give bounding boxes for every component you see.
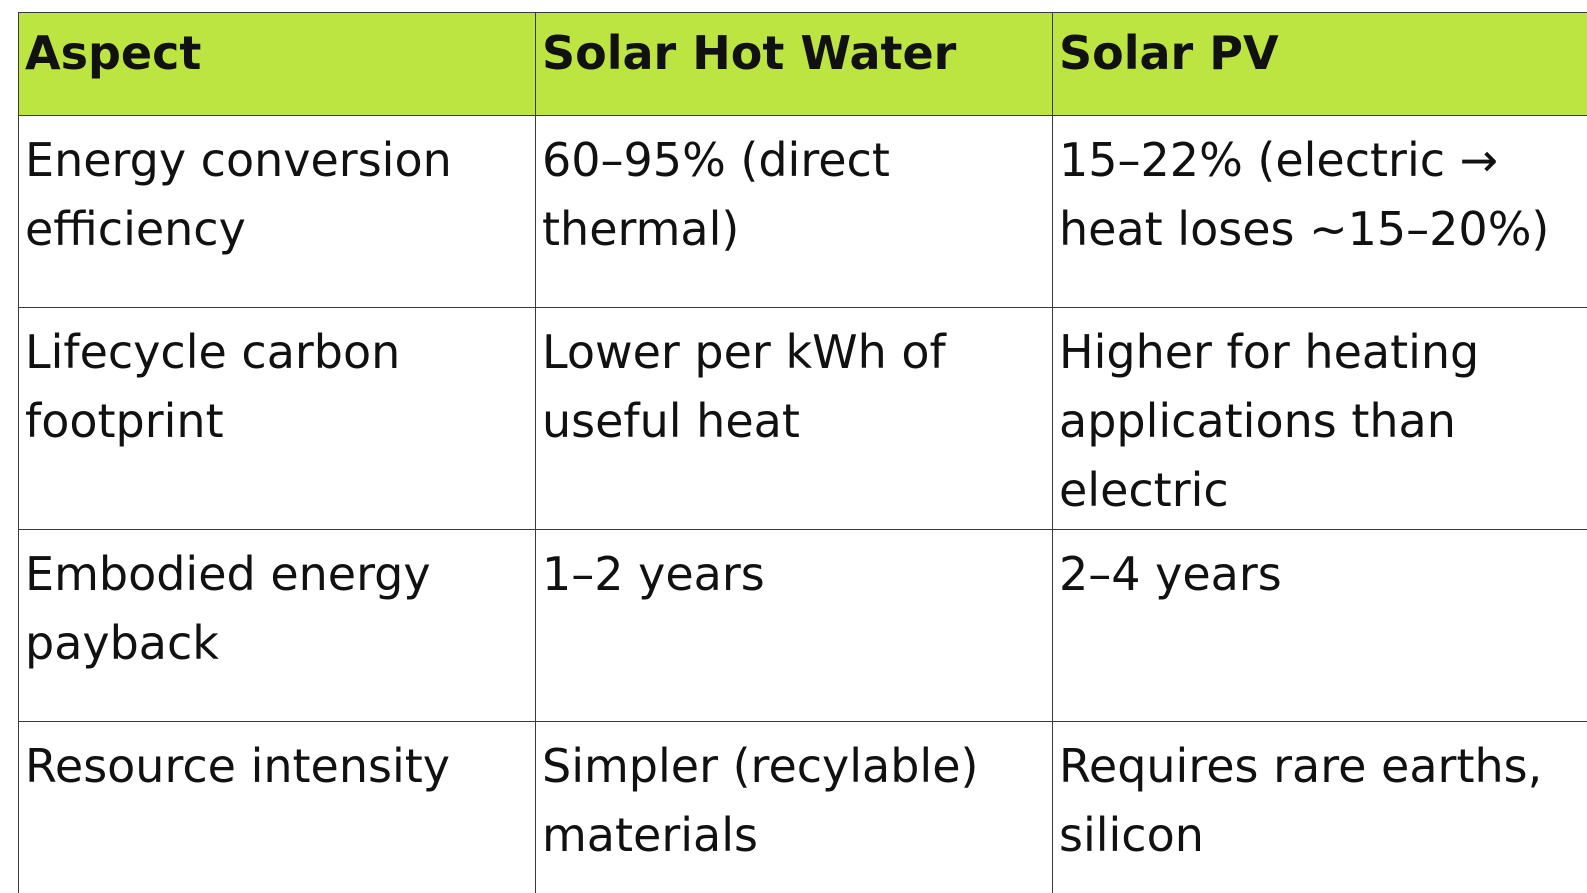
table-row: Lifecycle carbon footprint Lower per kWh… xyxy=(18,307,1587,530)
header-aspect: Aspect xyxy=(18,12,536,116)
aspect-cell: Embodied energy payback xyxy=(18,529,536,722)
solar-hot-water-cell: Simpler (recylable) materials xyxy=(535,721,1053,893)
table-row: Embodied energy payback 1–2 years 2–4 ye… xyxy=(18,529,1587,722)
aspect-cell: Resource intensity xyxy=(18,721,536,893)
header-solar-hot-water: Solar Hot Water xyxy=(535,12,1053,116)
aspect-cell: Energy conversion efficiency xyxy=(18,115,536,308)
solar-pv-cell: Higher for heating applications than ele… xyxy=(1052,307,1587,530)
table-row: Resource intensity Simpler (recylable) m… xyxy=(18,721,1587,893)
aspect-cell: Lifecycle carbon footprint xyxy=(18,307,536,530)
comparison-table-container: Aspect Solar Hot Water Solar PV Energy c… xyxy=(18,12,1587,893)
solar-hot-water-cell: 1–2 years xyxy=(535,529,1053,722)
solar-pv-cell: 15–22% (electric → heat loses ~15–20%) xyxy=(1052,115,1587,308)
comparison-table: Aspect Solar Hot Water Solar PV Energy c… xyxy=(18,12,1587,893)
table-row: Energy conversion efficiency 60–95% (dir… xyxy=(18,115,1587,308)
solar-pv-cell: 2–4 years xyxy=(1052,529,1587,722)
header-solar-pv: Solar PV xyxy=(1052,12,1587,116)
solar-hot-water-cell: Lower per kWh of useful heat xyxy=(535,307,1053,530)
table-header-row: Aspect Solar Hot Water Solar PV xyxy=(18,12,1587,116)
solar-pv-cell: Requires rare earths, silicon xyxy=(1052,721,1587,893)
solar-hot-water-cell: 60–95% (direct thermal) xyxy=(535,115,1053,308)
